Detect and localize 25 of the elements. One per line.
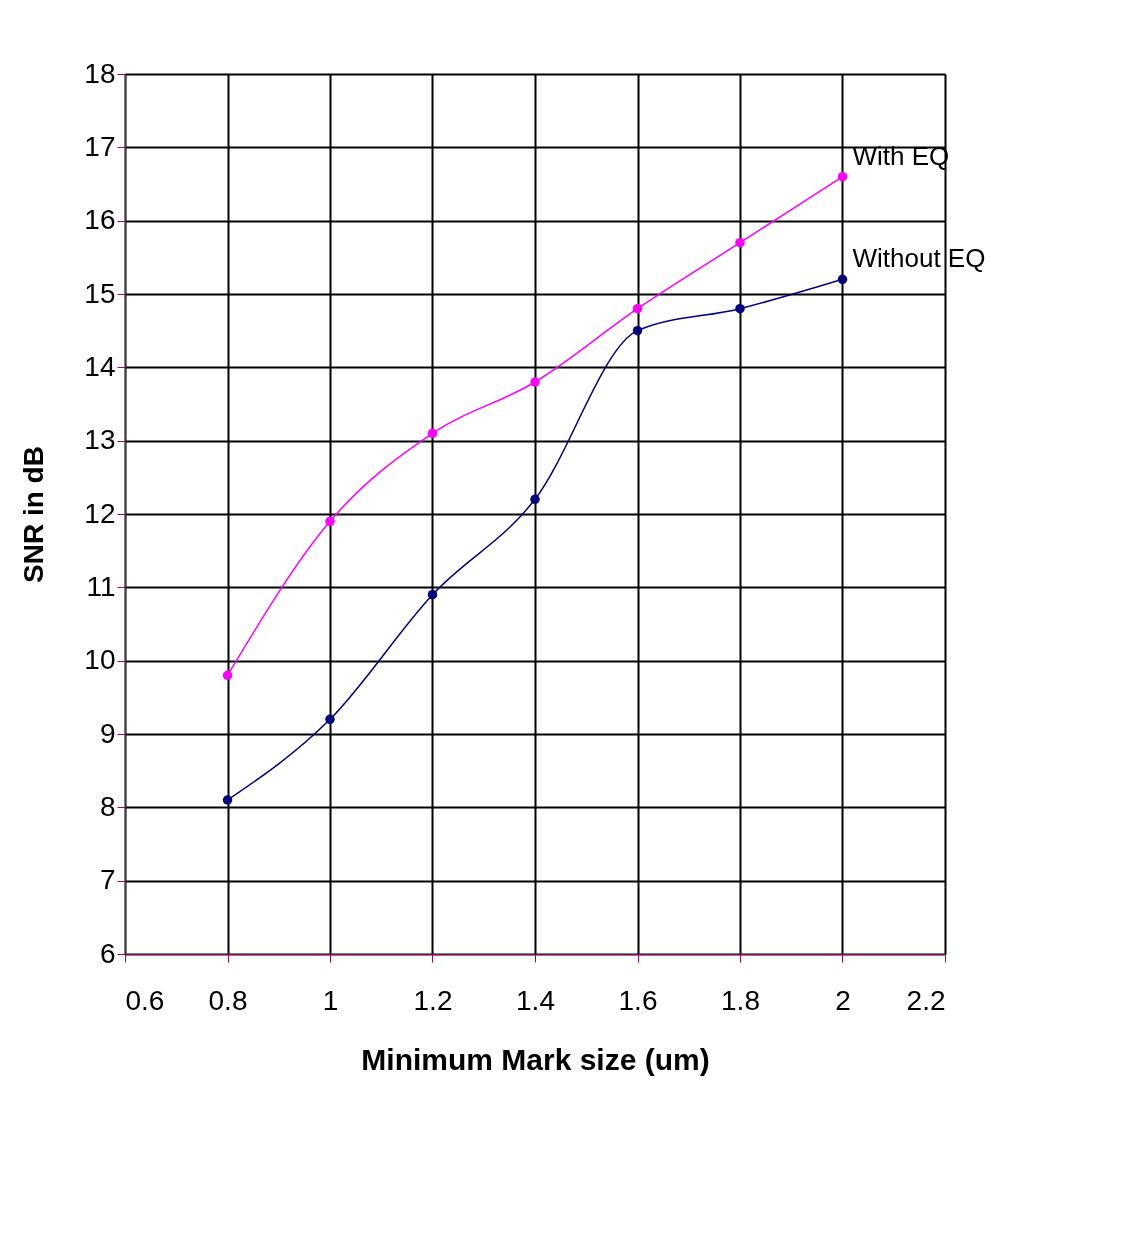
y-tick-label: 8 <box>99 790 116 822</box>
y-tick-label: 18 <box>84 57 116 89</box>
y-tick-label: 13 <box>84 424 116 456</box>
x-tick-label: 1 <box>322 984 339 1016</box>
y-tick-label: 11 <box>86 570 116 602</box>
x-tick-label: 0.6 <box>125 984 165 1016</box>
y-tick-label: 15 <box>84 277 116 309</box>
y-axis-title: SNR in dB <box>18 446 50 583</box>
x-axis-title: Minimum Mark size (um) <box>361 1042 710 1076</box>
y-tick-label: 9 <box>99 717 116 749</box>
y-tick-label: 14 <box>84 350 116 382</box>
y-tick-label: 16 <box>84 204 116 236</box>
x-tick-label: 1.4 <box>516 984 555 1016</box>
x-tick-label: 2 <box>835 984 851 1016</box>
x-tick-label: 1.8 <box>721 984 760 1016</box>
series-label: Without EQ <box>852 243 986 274</box>
y-tick-label: 6 <box>99 937 116 969</box>
y-tick-label: 7 <box>99 864 116 896</box>
y-tick-label: 12 <box>84 497 116 529</box>
x-tick-label: 2.2 <box>906 984 946 1016</box>
x-tick-label: 1.2 <box>413 984 453 1016</box>
y-tick-label: 17 <box>84 130 116 162</box>
x-tick-label: 1.6 <box>618 984 658 1016</box>
y-tick-label: 10 <box>84 644 116 676</box>
x-tick-label: 0.8 <box>208 984 248 1016</box>
